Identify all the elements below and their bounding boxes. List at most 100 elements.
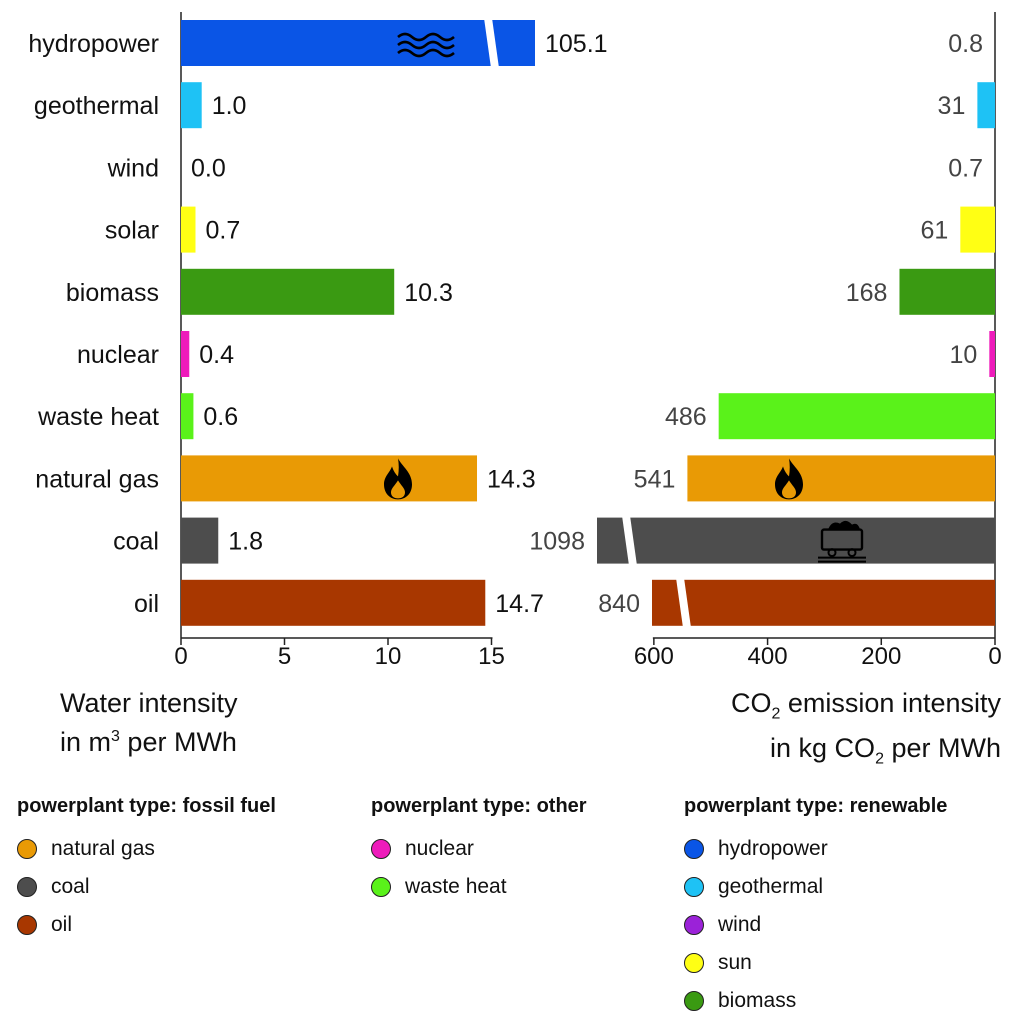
co2-bar-waste-heat	[718, 393, 995, 440]
legend-title: powerplant type: other	[371, 795, 587, 817]
water-bar-biomass	[181, 268, 395, 315]
co2-axis-break-gap	[622, 515, 637, 566]
flame-icon	[384, 458, 412, 500]
legend-label: hydropower	[718, 837, 828, 860]
water-bar-waste-heat	[181, 393, 194, 440]
water-axis-title-line1: Water intensity	[60, 688, 238, 718]
legend-dot	[684, 991, 704, 1011]
flame-icon	[775, 458, 803, 500]
co2-axis-title-line1: CO2 emission intensity	[731, 688, 1001, 723]
water-bar-solar	[181, 206, 196, 253]
flame-outer	[775, 458, 803, 500]
water-value-label-wind: 0.0	[191, 154, 226, 182]
chart-canvas: 0 5 10 15 hydropower 105.1 geothermal 1.0 wind 0.…	[28, 12, 1002, 670]
co2-value-label-natural-gas: 541	[634, 465, 676, 493]
co2-bar-nuclear	[989, 331, 995, 377]
legend-other: powerplant type: other nuclear waste hea…	[371, 795, 587, 906]
co2-value-label-oil: 840	[598, 590, 640, 618]
coal-pile	[828, 520, 860, 530]
water-bar-nuclear	[181, 331, 190, 377]
water-bar-natural-gas	[181, 455, 478, 502]
category-label-wind: wind	[107, 154, 159, 182]
water-value-label-hydropower: 105.1	[545, 30, 608, 58]
legend-dot	[371, 877, 391, 897]
co2-value-label-nuclear: 10	[950, 341, 978, 369]
water-tick-label: 10	[375, 643, 402, 670]
flame-inner	[782, 480, 796, 499]
legend-label: geothermal	[718, 875, 824, 898]
water-tick-label: 15	[478, 643, 505, 670]
legend-label: oil	[51, 913, 73, 936]
wave-line	[397, 48, 455, 58]
legend-title: powerplant type: renewable	[684, 795, 948, 817]
legend-item: biomass	[684, 982, 947, 1020]
category-label-oil: oil	[134, 590, 159, 618]
water-bar-hydropower	[181, 20, 535, 66]
water-value-label-coal: 1.8	[228, 528, 263, 556]
cart-wheel	[847, 548, 857, 558]
category-label-biomass: biomass	[66, 279, 159, 307]
legend-fossil-fuel: powerplant type: fossil fuel natural gas…	[17, 795, 276, 944]
legend-label: wind	[718, 913, 762, 936]
legend-label: biomass	[718, 989, 797, 1012]
legend-item: nuclear	[371, 830, 587, 868]
legend-item: hydropower	[684, 830, 947, 868]
water-bar-geothermal	[181, 82, 202, 129]
water-bar-coal	[181, 517, 219, 564]
cart-body	[820, 528, 864, 551]
category-label-nuclear: nuclear	[77, 341, 159, 369]
mine-cart-icon	[818, 520, 866, 563]
legend-dot	[684, 915, 704, 935]
co2-axis-title: CO2 emission intensity in kg CO2 per MWh	[731, 686, 1001, 777]
legend-label: nuclear	[405, 837, 474, 860]
co2-value-label-coal: 1098	[529, 528, 585, 556]
water-axis-title-line2: in m3 per MWh	[60, 727, 237, 757]
co2-bar-natural-gas	[687, 455, 995, 502]
category-label-solar: solar	[105, 217, 159, 245]
co2-tick-label: 0	[988, 643, 1001, 670]
wave-line	[397, 32, 455, 42]
co2-value-label-geothermal: 31	[938, 92, 966, 120]
water-value-label-geothermal: 1.0	[212, 92, 247, 120]
co2-bar-biomass	[899, 268, 995, 315]
category-label-natural-gas: natural gas	[35, 465, 159, 493]
legend-dot	[17, 915, 37, 935]
cart-wheel	[827, 548, 837, 558]
legend-label: waste heat	[405, 875, 507, 898]
co2-bar-geothermal	[977, 82, 995, 129]
water-waves-icon	[397, 32, 455, 58]
co2-value-label-hydropower: 0.8	[948, 30, 983, 58]
co2-bar-solar	[960, 206, 995, 253]
water-value-label-oil: 14.7	[495, 590, 544, 618]
water-value-label-waste-heat: 0.6	[203, 403, 238, 431]
legend-label: sun	[718, 951, 752, 974]
water-value-label-biomass: 10.3	[404, 279, 453, 307]
legend-title: powerplant type: fossil fuel	[17, 795, 276, 817]
flame-inner	[391, 480, 405, 499]
legend-item: geothermal	[684, 868, 947, 906]
legend-item: waste heat	[371, 868, 587, 906]
legend-renewable: powerplant type: renewable hydropower ge…	[684, 795, 947, 1020]
co2-axis-title-line2: in kg CO2 per MWh	[770, 733, 1001, 768]
water-value-label-nuclear: 0.4	[199, 341, 234, 369]
legend-label: natural gas	[51, 837, 155, 860]
icon-layer	[384, 32, 866, 563]
co2-intensity-panel: 600 400 200 0 0.8 31 0.7 61 168 10 486 541 1098 840	[529, 12, 1002, 670]
co2-bar-oil	[652, 579, 995, 626]
legend-dot	[17, 839, 37, 859]
co2-value-label-biomass: 168	[846, 279, 888, 307]
water-tick-label: 0	[174, 643, 187, 670]
legend-dot	[684, 877, 704, 897]
co2-bar-coal	[597, 517, 995, 564]
water-value-label-natural-gas: 14.3	[487, 465, 536, 493]
category-label-coal: coal	[113, 528, 159, 556]
water-bar-oil	[181, 579, 486, 626]
water-intensity-panel: 0 5 10 15 hydropower 105.1 geothermal 1.0 wind 0.…	[28, 12, 608, 670]
legend-label: coal	[51, 875, 90, 898]
legend-item: wind	[684, 906, 947, 944]
co2-value-label-waste-heat: 486	[665, 403, 707, 431]
co2-value-label-wind: 0.7	[948, 154, 983, 182]
legend-item: coal	[17, 868, 276, 906]
category-label-hydropower: hydropower	[28, 30, 159, 58]
water-axis-title: Water intensity in m3 per MWh	[60, 686, 238, 759]
